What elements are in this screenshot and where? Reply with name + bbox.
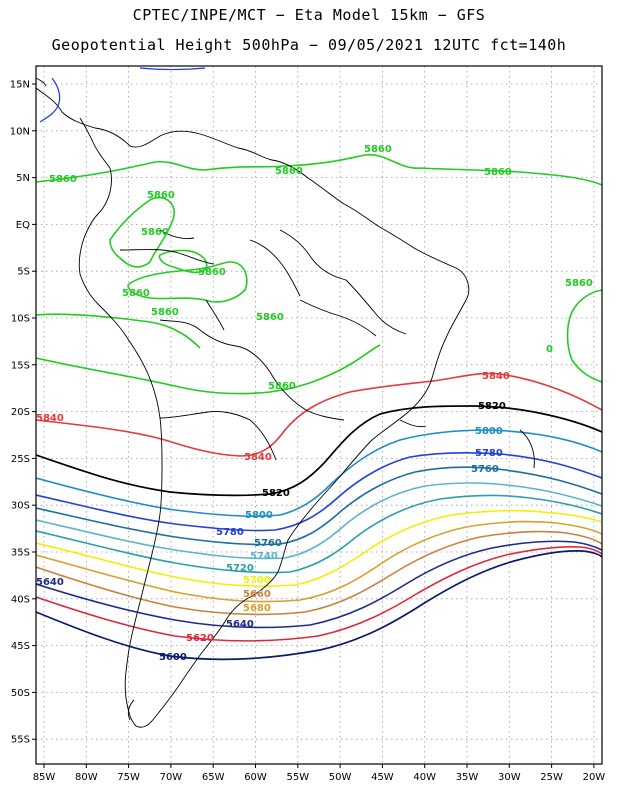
label-5780-b: 5780 [475,448,503,459]
lat-label: 25S [11,454,30,465]
map-title-line-1: CPTEC/INPE/MCT − Eta Model 15km − GFS [132,6,486,24]
contour-5700 [36,509,602,587]
lon-label: 85W [33,772,56,783]
contour-5860 [36,153,602,395]
label-zero: 0 [546,344,553,355]
label-5860-f: 5860 [141,227,169,238]
map-title-line-2: Geopotential Height 500hPa − 09/05/2021 … [51,36,567,54]
label-5860-c: 5860 [364,144,392,155]
label-5820-b: 5820 [478,401,506,412]
lon-label: 60W [244,772,267,783]
label-5840-a: 5840 [36,413,64,424]
lon-label: 25W [540,772,563,783]
contour-5740 [36,482,602,560]
lat-label: 15S [11,360,30,371]
lakes-outline [39,67,206,123]
label-5800-a: 5800 [245,510,273,521]
label-5840-c: 5840 [482,371,510,382]
label-5860-k: 5860 [268,381,296,392]
lon-label: 30W [498,772,521,783]
lat-label: 10S [11,314,30,325]
label-5760-b: 5760 [471,464,499,475]
label-5620: 5620 [186,633,214,644]
label-5860-j: 5860 [256,312,284,323]
label-5640-b: 5640 [226,619,254,630]
contour-5760 [36,466,602,546]
label-5860-g: 5860 [198,267,226,278]
label-5800-b: 5800 [475,426,503,437]
contour-5640 [36,540,602,629]
contour-5820 [36,405,602,497]
lon-label: 65W [202,772,225,783]
label-5780-a: 5780 [216,527,244,538]
label-5860-e: 5860 [147,190,175,201]
lon-label: 20W [583,772,606,783]
label-5820-a: 5820 [262,488,290,499]
label-5860-b: 5860 [275,166,303,177]
label-5860-h: 5860 [122,288,150,299]
lon-label: 75W [117,772,140,783]
lon-label: 50W [329,772,352,783]
label-5660: 5660 [243,589,271,600]
map-frame [35,65,603,765]
contour-5620 [36,546,602,642]
lon-label: 70W [160,772,183,783]
lat-label: 55S [11,735,30,746]
lat-label: 10N [10,126,30,137]
lat-label: 5S [17,267,30,278]
coastline [36,77,535,728]
label-5860-d: 5860 [484,167,512,178]
lat-label: EQ [16,220,30,231]
lat-label: 40S [11,594,30,605]
lon-label: 45W [371,772,394,783]
contour-5840 [36,372,602,457]
contour-5780 [36,451,602,532]
contour-labels: 5860 5860 5860 5860 5860 5860 5860 5860 … [36,144,593,663]
label-5740: 5740 [250,551,278,562]
label-5700: 5700 [243,575,271,586]
lat-label: 20S [11,407,30,418]
lon-label: 55W [286,772,309,783]
label-5860-l: 5860 [565,278,593,289]
lat-label: 50S [11,688,30,699]
contour-5800 [36,429,602,517]
label-5720: 5720 [226,563,254,574]
latitude-labels: 15N 10N 5N EQ 5S 10S 15S 20S 25S 30S 35S 40S 45S 50S 5… [10,80,30,746]
label-5680: 5680 [243,603,271,614]
lat-label: 5N [16,173,30,184]
lon-label: 40W [413,772,436,783]
contour-5600 [36,549,602,661]
contour-5660 [36,530,602,616]
lon-label: 35W [456,772,479,783]
lon-label: 80W [75,772,98,783]
lat-label: 30S [11,501,30,512]
contour-5720 [36,494,602,574]
lat-label: 15N [10,80,30,91]
contour-5680 [36,520,602,603]
axis-ticks [32,83,595,768]
lat-label: 45S [11,641,30,652]
label-5860-i: 5860 [151,307,179,318]
label-5860-a: 5860 [49,174,77,185]
label-5600: 5600 [159,652,187,663]
label-5840-b: 5840 [244,452,272,463]
lat-label: 35S [11,548,30,559]
label-5760-a: 5760 [254,538,282,549]
label-5640-a: 5640 [36,577,64,588]
longitude-labels: 85W 80W 75W 70W 65W 60W 55W 50W 45W 40W 35W 30W 25W 2… [33,772,606,783]
